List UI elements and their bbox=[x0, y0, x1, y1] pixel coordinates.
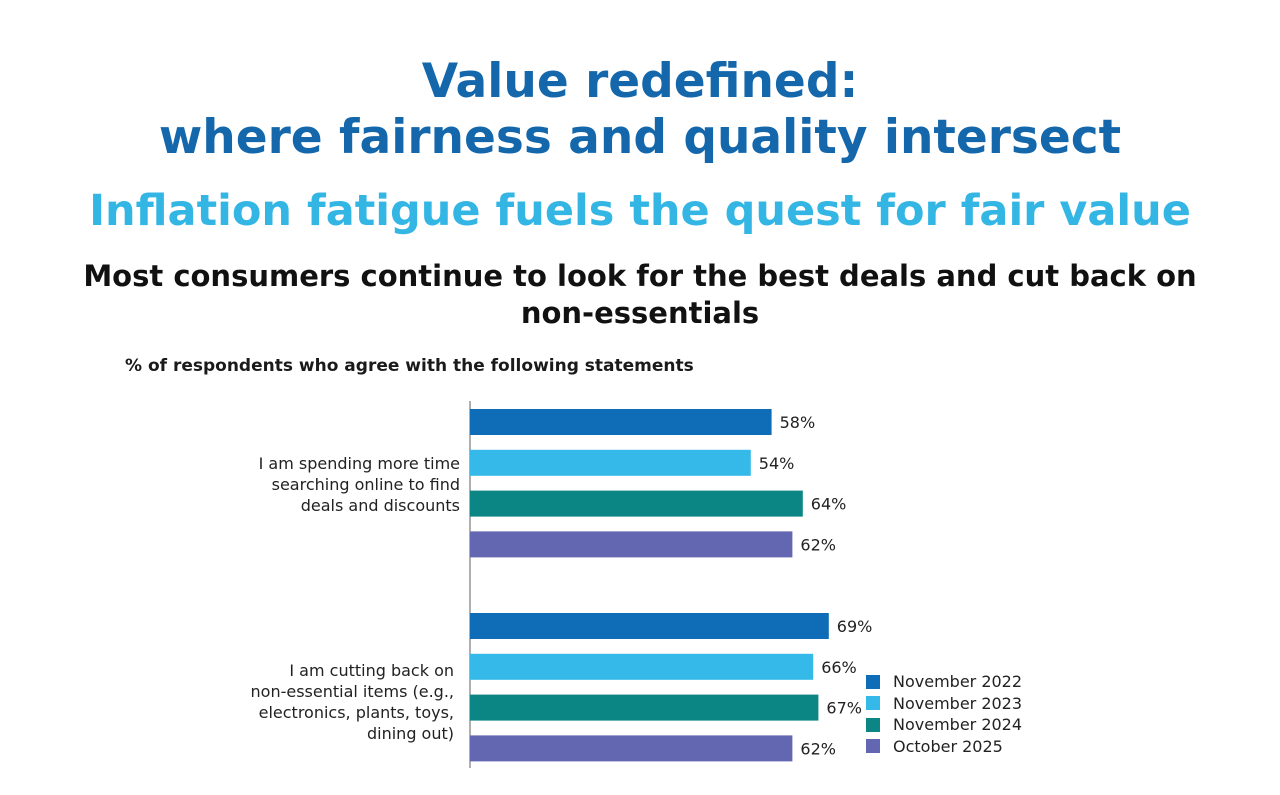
chart-heading-line-1: Most consumers continue to look for the … bbox=[83, 259, 1197, 293]
category-label-1-line-1: I am spending more time bbox=[258, 454, 460, 473]
legend-item-oct-2025: October 2025 bbox=[866, 736, 1022, 758]
category-label-2-line-2: non-essential items (e.g., bbox=[250, 682, 454, 701]
legend-item-nov-2022: November 2022 bbox=[866, 671, 1022, 693]
legend-label-nov-2024: November 2024 bbox=[893, 715, 1023, 735]
data-label-cat1-series2: 54% bbox=[759, 454, 795, 473]
data-label-cat2-series1: 69% bbox=[837, 617, 873, 636]
title-line-2: where fairness and quality intersect bbox=[158, 110, 1122, 165]
category-label-1: I am spending more time searching online… bbox=[259, 453, 460, 516]
chart-ylabel: % of respondents who agree with the foll… bbox=[125, 356, 694, 376]
legend-label-nov-2022: November 2022 bbox=[893, 672, 1023, 692]
chart-legend: November 2022 November 2023 November 202… bbox=[866, 671, 1022, 757]
category-label-2-line-1: I am cutting back on bbox=[289, 661, 454, 680]
data-label-cat2-series2: 66% bbox=[821, 658, 857, 677]
category-label-2-line-3: electronics, plants, toys, bbox=[258, 703, 454, 722]
page-subtitle: Inflation fatigue fuels the quest for fa… bbox=[89, 186, 1191, 236]
bar-cat1-series1 bbox=[470, 409, 772, 435]
bar-cat2-series1 bbox=[470, 613, 829, 639]
bar-cat2-series3 bbox=[470, 694, 819, 721]
category-label-2: I am cutting back on non-essential items… bbox=[251, 660, 454, 744]
category-label-1-line-2: searching online to find bbox=[271, 475, 460, 494]
category-label-1-line-3: deals and discounts bbox=[300, 496, 460, 515]
page-title: Value redefined: where fairness and qual… bbox=[0, 54, 1280, 166]
data-label-cat1-series3: 64% bbox=[811, 495, 847, 514]
data-label-cat2-series4: 62% bbox=[800, 739, 836, 758]
data-label-cat2-series3: 67% bbox=[826, 699, 862, 718]
bar-cat2-series2 bbox=[470, 653, 814, 680]
chart-heading-line-2: non-essentials bbox=[520, 296, 760, 330]
title-line-1: Value redefined: bbox=[421, 54, 859, 109]
legend-swatch-nov-2023 bbox=[866, 696, 880, 711]
legend-item-nov-2024: November 2024 bbox=[866, 714, 1022, 736]
category-label-2-line-4: dining out) bbox=[366, 724, 454, 743]
legend-label-oct-2025: October 2025 bbox=[893, 736, 1003, 756]
bar-cat2-series4 bbox=[470, 735, 793, 762]
chart-heading: Most consumers continue to look for the … bbox=[0, 258, 1280, 332]
bar-cat1-series4 bbox=[470, 531, 793, 558]
legend-swatch-nov-2022 bbox=[866, 674, 880, 689]
bar-cat1-series2 bbox=[470, 449, 751, 476]
legend-swatch-oct-2025 bbox=[866, 739, 880, 754]
data-label-cat1-series1: 58% bbox=[780, 413, 816, 432]
legend-swatch-nov-2024 bbox=[866, 717, 880, 732]
bar-cat1-series3 bbox=[470, 490, 803, 517]
legend-item-nov-2023: November 2023 bbox=[866, 693, 1022, 715]
data-label-cat1-series4: 62% bbox=[800, 535, 836, 554]
legend-label-nov-2023: November 2023 bbox=[893, 693, 1023, 713]
